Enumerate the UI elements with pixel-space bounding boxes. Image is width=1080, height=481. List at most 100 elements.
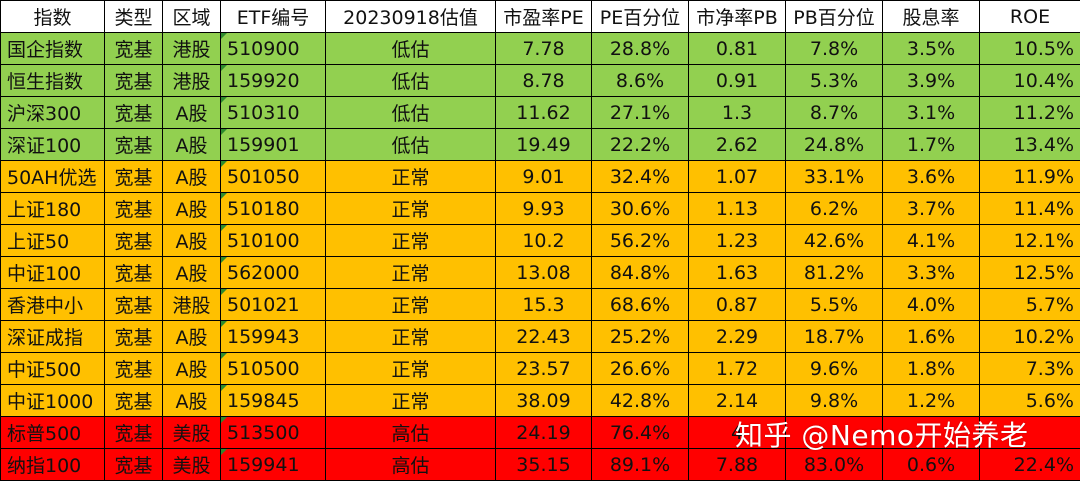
cell-pe-percentile[interactable]: 76.4% — [592, 417, 689, 449]
cell-valuation[interactable]: 正常 — [326, 353, 496, 385]
cell-type[interactable]: 宽基 — [105, 193, 163, 225]
cell-etf-code[interactable]: 510310 — [221, 97, 326, 129]
cell-index-name[interactable]: 香港中小 — [1, 289, 105, 321]
cell-pe-percentile[interactable]: 89.1% — [592, 449, 689, 481]
cell-valuation[interactable]: 低估 — [326, 129, 496, 161]
cell-dividend-yield[interactable]: 1.6% — [883, 321, 980, 353]
cell-valuation[interactable]: 正常 — [326, 321, 496, 353]
cell-type[interactable]: 宽基 — [105, 449, 163, 481]
cell-index-name[interactable]: 中证1000 — [1, 385, 105, 417]
cell-pe-percentile[interactable]: 32.4% — [592, 161, 689, 193]
cell-index-name[interactable]: 恒生指数 — [1, 65, 105, 97]
cell-pb[interactable]: 2.14 — [689, 385, 786, 417]
cell-roe[interactable]: 11.9% — [980, 161, 1080, 193]
cell-roe[interactable]: 10.5% — [980, 33, 1080, 65]
cell-etf-code[interactable]: 501021 — [221, 289, 326, 321]
cell-dividend-yield[interactable]: 3.3% — [883, 257, 980, 289]
cell-index-name[interactable]: 深证成指 — [1, 321, 105, 353]
cell-etf-code[interactable]: 510100 — [221, 225, 326, 257]
cell-pb-percentile[interactable]: 9.6% — [786, 353, 883, 385]
cell-etf-code[interactable]: 513500 — [221, 417, 326, 449]
header-roe[interactable]: ROE — [980, 1, 1080, 33]
header-pe-percentile[interactable]: PE百分位 — [592, 1, 689, 33]
cell-valuation[interactable]: 低估 — [326, 33, 496, 65]
cell-etf-code[interactable]: 159845 — [221, 385, 326, 417]
header-valuation[interactable]: 20230918估值 — [326, 1, 496, 33]
cell-pb[interactable]: 1.3 — [689, 97, 786, 129]
cell-pe-percentile[interactable]: 56.2% — [592, 225, 689, 257]
cell-type[interactable]: 宽基 — [105, 129, 163, 161]
cell-pb-percentile[interactable]: 6.2% — [786, 193, 883, 225]
cell-roe[interactable]: 11.2% — [980, 97, 1080, 129]
cell-pe-percentile[interactable]: 8.6% — [592, 65, 689, 97]
cell-pe[interactable]: 15.3 — [496, 289, 592, 321]
cell-region[interactable]: 美股 — [163, 449, 221, 481]
cell-pb-percentile[interactable]: 9.8% — [786, 385, 883, 417]
cell-type[interactable]: 宽基 — [105, 353, 163, 385]
cell-dividend-yield[interactable]: 3.1% — [883, 97, 980, 129]
cell-pb[interactable]: 2.62 — [689, 129, 786, 161]
cell-index-name[interactable]: 上证180 — [1, 193, 105, 225]
cell-valuation[interactable]: 高估 — [326, 449, 496, 481]
cell-pe-percentile[interactable]: 84.8% — [592, 257, 689, 289]
cell-roe[interactable]: 10.2% — [980, 321, 1080, 353]
cell-roe[interactable]: 11.4% — [980, 193, 1080, 225]
cell-dividend-yield[interactable]: 4.0% — [883, 289, 980, 321]
cell-pb-percentile[interactable]: 5.3% — [786, 65, 883, 97]
cell-valuation[interactable]: 正常 — [326, 225, 496, 257]
cell-pb-percentile[interactable]: 42.6% — [786, 225, 883, 257]
cell-dividend-yield[interactable]: 4.1% — [883, 225, 980, 257]
cell-pe-percentile[interactable]: 28.8% — [592, 33, 689, 65]
cell-etf-code[interactable]: 510500 — [221, 353, 326, 385]
cell-region[interactable]: A股 — [163, 225, 221, 257]
cell-dividend-yield[interactable]: 3.6% — [883, 161, 980, 193]
cell-etf-code[interactable]: 159920 — [221, 65, 326, 97]
header-region[interactable]: 区域 — [163, 1, 221, 33]
cell-region[interactable]: 港股 — [163, 33, 221, 65]
cell-pe[interactable]: 22.43 — [496, 321, 592, 353]
cell-pb-percentile[interactable]: 33.1% — [786, 161, 883, 193]
header-pb[interactable]: 市净率PB — [689, 1, 786, 33]
cell-region[interactable]: A股 — [163, 385, 221, 417]
cell-region[interactable]: 港股 — [163, 65, 221, 97]
cell-valuation[interactable]: 正常 — [326, 161, 496, 193]
cell-dividend-yield[interactable]: 3.9% — [883, 65, 980, 97]
cell-region[interactable]: A股 — [163, 193, 221, 225]
cell-pb-percentile[interactable]: 7.8% — [786, 33, 883, 65]
cell-dividend-yield[interactable]: 1.2% — [883, 385, 980, 417]
cell-type[interactable]: 宽基 — [105, 321, 163, 353]
cell-region[interactable]: 美股 — [163, 417, 221, 449]
cell-pb-percentile[interactable]: 8.7% — [786, 97, 883, 129]
cell-valuation[interactable]: 低估 — [326, 97, 496, 129]
cell-roe[interactable]: 7.3% — [980, 353, 1080, 385]
cell-region[interactable]: A股 — [163, 161, 221, 193]
cell-dividend-yield[interactable]: 3.7% — [883, 193, 980, 225]
cell-valuation[interactable]: 正常 — [326, 193, 496, 225]
cell-valuation[interactable]: 正常 — [326, 289, 496, 321]
cell-etf-code[interactable]: 562000 — [221, 257, 326, 289]
cell-pe-percentile[interactable]: 22.2% — [592, 129, 689, 161]
cell-index-name[interactable]: 中证100 — [1, 257, 105, 289]
cell-index-name[interactable]: 中证500 — [1, 353, 105, 385]
cell-index-name[interactable]: 上证50 — [1, 225, 105, 257]
cell-type[interactable]: 宽基 — [105, 417, 163, 449]
cell-valuation[interactable]: 低估 — [326, 65, 496, 97]
cell-index-name[interactable]: 标普500 — [1, 417, 105, 449]
cell-pb[interactable]: 0.87 — [689, 289, 786, 321]
cell-type[interactable]: 宽基 — [105, 161, 163, 193]
cell-pb[interactable]: 1.23 — [689, 225, 786, 257]
cell-region[interactable]: A股 — [163, 129, 221, 161]
cell-pb[interactable]: 1.63 — [689, 257, 786, 289]
cell-pe[interactable]: 35.15 — [496, 449, 592, 481]
cell-pe[interactable]: 19.49 — [496, 129, 592, 161]
cell-index-name[interactable]: 纳指100 — [1, 449, 105, 481]
cell-valuation[interactable]: 正常 — [326, 385, 496, 417]
cell-pb-percentile[interactable]: 81.2% — [786, 257, 883, 289]
cell-type[interactable]: 宽基 — [105, 33, 163, 65]
cell-etf-code[interactable]: 159943 — [221, 321, 326, 353]
cell-pe[interactable]: 23.57 — [496, 353, 592, 385]
cell-index-name[interactable]: 国企指数 — [1, 33, 105, 65]
cell-roe[interactable]: 10.4% — [980, 65, 1080, 97]
cell-pb[interactable]: 1.72 — [689, 353, 786, 385]
cell-region[interactable]: A股 — [163, 321, 221, 353]
